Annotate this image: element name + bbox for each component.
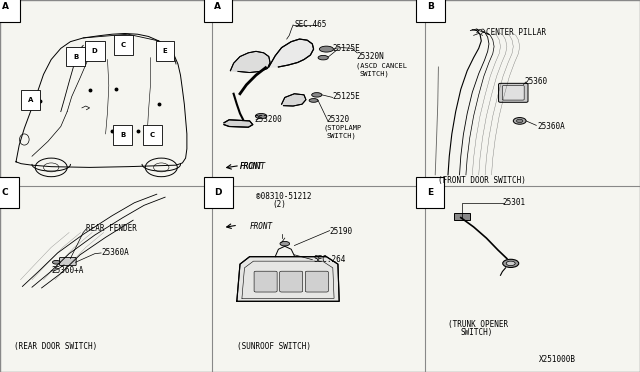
Text: C: C — [121, 42, 126, 48]
Text: REAR FENDER: REAR FENDER — [86, 224, 137, 233]
Text: (SUNROOF SWITCH): (SUNROOF SWITCH) — [237, 342, 311, 351]
FancyBboxPatch shape — [254, 271, 277, 292]
Ellipse shape — [280, 241, 290, 246]
Text: 253200: 253200 — [255, 115, 282, 124]
Text: (2): (2) — [272, 200, 286, 209]
Text: A: A — [28, 97, 33, 103]
Ellipse shape — [52, 260, 60, 264]
Text: E: E — [427, 188, 433, 197]
Text: FRONT: FRONT — [250, 222, 273, 231]
Text: 25360: 25360 — [525, 77, 548, 86]
Text: SWITCH): SWITCH) — [360, 70, 389, 77]
FancyBboxPatch shape — [305, 271, 328, 292]
Text: 25320N: 25320N — [356, 52, 384, 61]
Ellipse shape — [312, 93, 322, 97]
Text: 25320: 25320 — [326, 115, 349, 124]
Text: C: C — [150, 132, 155, 138]
Text: FRONT: FRONT — [240, 162, 266, 171]
Text: 25125E: 25125E — [333, 44, 360, 53]
Ellipse shape — [309, 99, 318, 102]
Ellipse shape — [255, 113, 267, 119]
Text: A: A — [2, 2, 9, 11]
Text: B: B — [73, 54, 78, 60]
Text: A: A — [214, 2, 221, 11]
FancyBboxPatch shape — [454, 213, 470, 220]
Text: 25190: 25190 — [330, 227, 353, 236]
Text: B: B — [427, 2, 434, 11]
Polygon shape — [230, 51, 270, 73]
Text: B: B — [120, 132, 125, 138]
Text: D: D — [214, 188, 222, 197]
Text: 25360+A: 25360+A — [51, 266, 84, 275]
Text: (ASCD CANCEL: (ASCD CANCEL — [356, 62, 408, 69]
Text: X251000B: X251000B — [539, 355, 576, 364]
FancyBboxPatch shape — [499, 83, 528, 102]
Text: D: D — [92, 48, 97, 54]
Text: (REAR DOOR SWITCH): (REAR DOOR SWITCH) — [14, 342, 97, 351]
Ellipse shape — [513, 118, 526, 124]
FancyBboxPatch shape — [60, 257, 76, 266]
Text: E: E — [163, 48, 168, 54]
Text: SEC.264: SEC.264 — [314, 255, 346, 264]
Text: (TRUNK OPENER: (TRUNK OPENER — [448, 320, 508, 329]
Text: C: C — [2, 188, 8, 197]
Polygon shape — [269, 39, 314, 67]
Text: FRONT: FRONT — [239, 162, 262, 171]
Ellipse shape — [503, 259, 519, 267]
Text: SWITCH): SWITCH) — [326, 132, 356, 139]
Ellipse shape — [506, 261, 515, 266]
FancyBboxPatch shape — [502, 86, 524, 100]
Polygon shape — [224, 120, 253, 127]
Polygon shape — [282, 94, 306, 106]
Text: CENTER PILLAR: CENTER PILLAR — [486, 28, 547, 37]
FancyBboxPatch shape — [280, 271, 303, 292]
Text: 25301: 25301 — [502, 198, 525, 207]
Text: 25360A: 25360A — [538, 122, 565, 131]
Text: SEC.465: SEC.465 — [294, 20, 327, 29]
Text: (STOPLAMP: (STOPLAMP — [323, 124, 362, 131]
Ellipse shape — [319, 46, 333, 52]
Ellipse shape — [516, 119, 523, 122]
Text: ®08310-51212: ®08310-51212 — [256, 192, 312, 201]
Text: SWITCH): SWITCH) — [461, 328, 493, 337]
Text: (FRONT DOOR SWITCH): (FRONT DOOR SWITCH) — [438, 176, 526, 185]
Text: 25360A: 25360A — [101, 248, 129, 257]
Ellipse shape — [318, 55, 328, 60]
Text: 25125E: 25125E — [333, 92, 360, 101]
Polygon shape — [237, 257, 339, 301]
